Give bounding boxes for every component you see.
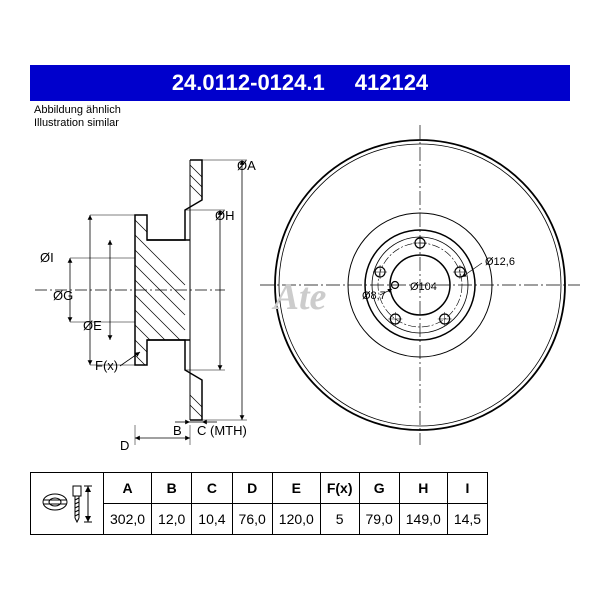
front-view-drawing: Ø8,7 Ø104 Ø12,6 xyxy=(260,125,580,445)
td-a: 302,0 xyxy=(104,504,152,535)
th-i: I xyxy=(447,473,487,504)
th-e: E xyxy=(272,473,320,504)
dimensions-table: A B C D E F(x) G H I 302,0 12,0 10,4 76,… xyxy=(30,472,488,535)
th-a: A xyxy=(104,473,152,504)
header-band: 24.0112-0124.1 412124 xyxy=(30,65,570,101)
dim-fx: F(x) xyxy=(95,358,118,373)
th-g: G xyxy=(359,473,399,504)
dim-8-7: Ø8,7 xyxy=(362,290,386,302)
td-b: 12,0 xyxy=(152,504,192,535)
td-d: 76,0 xyxy=(232,504,272,535)
td-i: 14,5 xyxy=(447,504,487,535)
th-b: B xyxy=(152,473,192,504)
bolt-icon-cell xyxy=(31,473,104,535)
td-h: 149,0 xyxy=(399,504,447,535)
dim-b: B xyxy=(173,423,182,438)
dim-og: ØG xyxy=(53,288,73,303)
side-view-drawing: ØI ØG ØE ØH ØA xyxy=(35,158,256,453)
dim-oe: ØE xyxy=(83,318,102,333)
th-c: C xyxy=(192,473,232,504)
td-g: 79,0 xyxy=(359,504,399,535)
td-c: 10,4 xyxy=(192,504,232,535)
dim-d: D xyxy=(120,438,129,453)
th-d: D xyxy=(232,473,272,504)
th-h: H xyxy=(399,473,447,504)
table-header-row: A B C D E F(x) G H I xyxy=(31,473,488,504)
technical-diagram: ØI ØG ØE ØH ØA xyxy=(25,100,575,470)
td-e: 120,0 xyxy=(272,504,320,535)
part-number: 24.0112-0124.1 xyxy=(172,70,325,96)
short-code: 412124 xyxy=(355,70,428,96)
dim-oi: ØI xyxy=(40,250,54,265)
dim-c: C (MTH) xyxy=(197,423,247,438)
th-f: F(x) xyxy=(320,473,359,504)
dim-104: Ø104 xyxy=(410,281,437,293)
dim-12-6: Ø12,6 xyxy=(485,256,515,268)
td-f: 5 xyxy=(320,504,359,535)
